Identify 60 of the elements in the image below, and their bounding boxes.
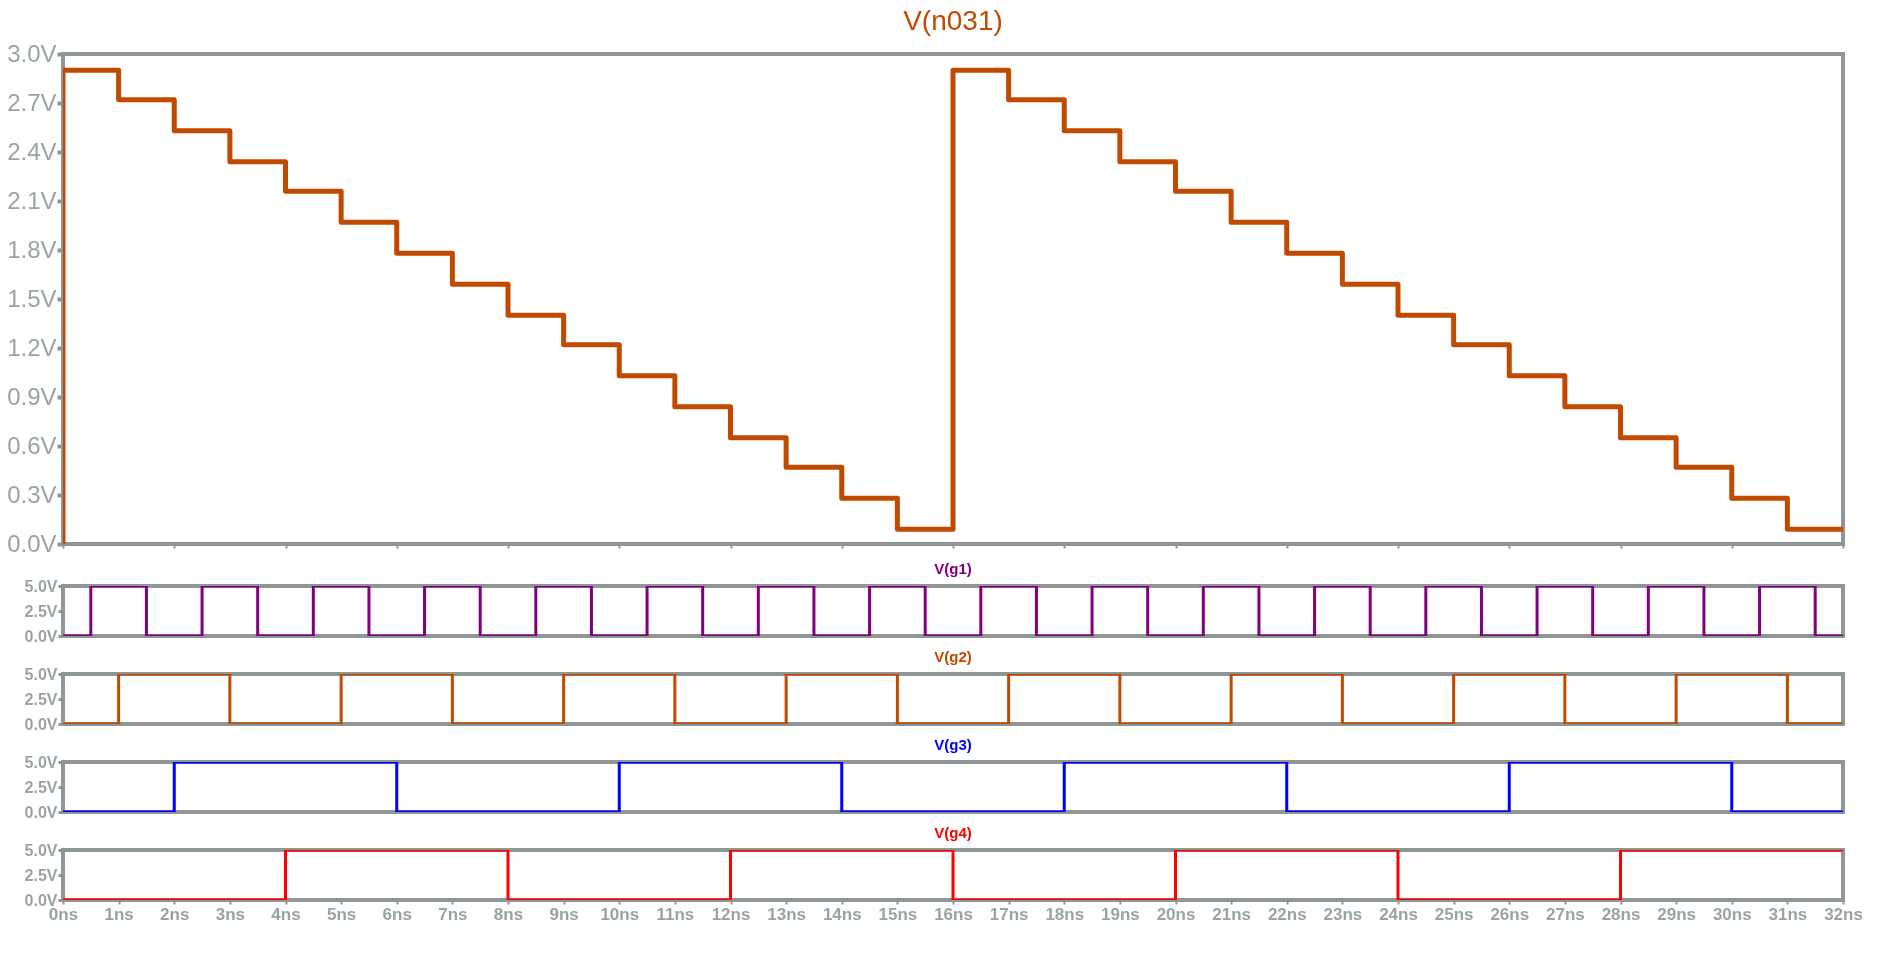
- y-tick-label: 0.9V: [7, 382, 57, 410]
- x-tick-label: 12ns: [711, 904, 751, 924]
- x-tick-label: 27ns: [1546, 904, 1585, 924]
- y-tick-label: 0.0V: [7, 529, 57, 557]
- x-tick-label: 22ns: [1267, 904, 1307, 924]
- x-tick-label: 21ns: [1212, 904, 1251, 924]
- chart-title: V(g4): [934, 824, 972, 841]
- y-tick-label: 2.5V: [24, 602, 58, 620]
- x-tick-label: 26ns: [1490, 904, 1530, 924]
- x-tick-label: 9ns: [549, 904, 579, 924]
- y-tick-label: 5.0V: [24, 577, 58, 595]
- y-tick-label: 2.1V: [7, 186, 57, 214]
- y-tick-label: 2.5V: [24, 690, 58, 708]
- y-tick-label: 0.3V: [7, 480, 57, 508]
- x-tick-label: 4ns: [271, 904, 301, 924]
- x-tick-label: 2ns: [160, 904, 190, 924]
- x-tick-label: 32ns: [1824, 904, 1863, 924]
- y-tick-label: 2.4V: [7, 137, 57, 165]
- x-tick-label: 28ns: [1601, 904, 1641, 924]
- x-tick-label: 24ns: [1379, 904, 1418, 924]
- y-tick-label: 2.5V: [24, 866, 58, 884]
- x-tick-label: 18ns: [1045, 904, 1085, 924]
- y-tick-label: 0.0V: [24, 891, 58, 909]
- x-tick-label: 7ns: [438, 904, 468, 924]
- y-tick-label: 2.7V: [7, 88, 57, 116]
- x-tick-label: 8ns: [493, 904, 524, 924]
- x-tick-label: 6ns: [382, 904, 412, 924]
- x-tick-label: 10ns: [600, 904, 640, 924]
- x-tick-label: 23ns: [1323, 904, 1363, 924]
- y-tick-label: 0.0V: [24, 715, 58, 733]
- y-tick-label: 1.5V: [7, 284, 57, 312]
- chart-title: V(g1): [934, 560, 972, 577]
- x-tick-label: 3ns: [215, 904, 246, 924]
- chart-title: V(n031): [903, 5, 1003, 36]
- x-tick-label: 31ns: [1768, 904, 1808, 924]
- y-tick-label: 1.8V: [7, 235, 57, 263]
- x-tick-label: 5ns: [326, 904, 357, 924]
- chart-title: V(g2): [934, 648, 972, 665]
- x-tick-label: 30ns: [1712, 904, 1752, 924]
- y-tick-label: 2.5V: [24, 778, 58, 796]
- x-tick-label: 19ns: [1101, 904, 1140, 924]
- x-tick-label: 15ns: [878, 904, 918, 924]
- chart-title: V(g3): [934, 736, 972, 753]
- y-tick-label: 5.0V: [24, 753, 58, 771]
- y-tick-label: 0.6V: [7, 431, 57, 459]
- x-tick-label: 11ns: [656, 904, 695, 924]
- x-tick-label: 17ns: [989, 904, 1029, 924]
- x-tick-label: 20ns: [1156, 904, 1196, 924]
- x-tick-label: 1ns: [104, 904, 134, 924]
- y-tick-label: 1.2V: [7, 333, 57, 361]
- x-tick-label: 14ns: [822, 904, 862, 924]
- x-tick-label: 16ns: [934, 904, 973, 924]
- y-tick-label: 5.0V: [24, 841, 58, 859]
- y-tick-label: 3.0V: [7, 39, 57, 67]
- x-tick-label: 25ns: [1434, 904, 1474, 924]
- x-tick-label: 29ns: [1657, 904, 1696, 924]
- y-tick-label: 5.0V: [24, 665, 58, 683]
- x-tick-label: 13ns: [767, 904, 806, 924]
- y-tick-label: 0.0V: [24, 803, 58, 821]
- y-tick-label: 0.0V: [24, 627, 58, 645]
